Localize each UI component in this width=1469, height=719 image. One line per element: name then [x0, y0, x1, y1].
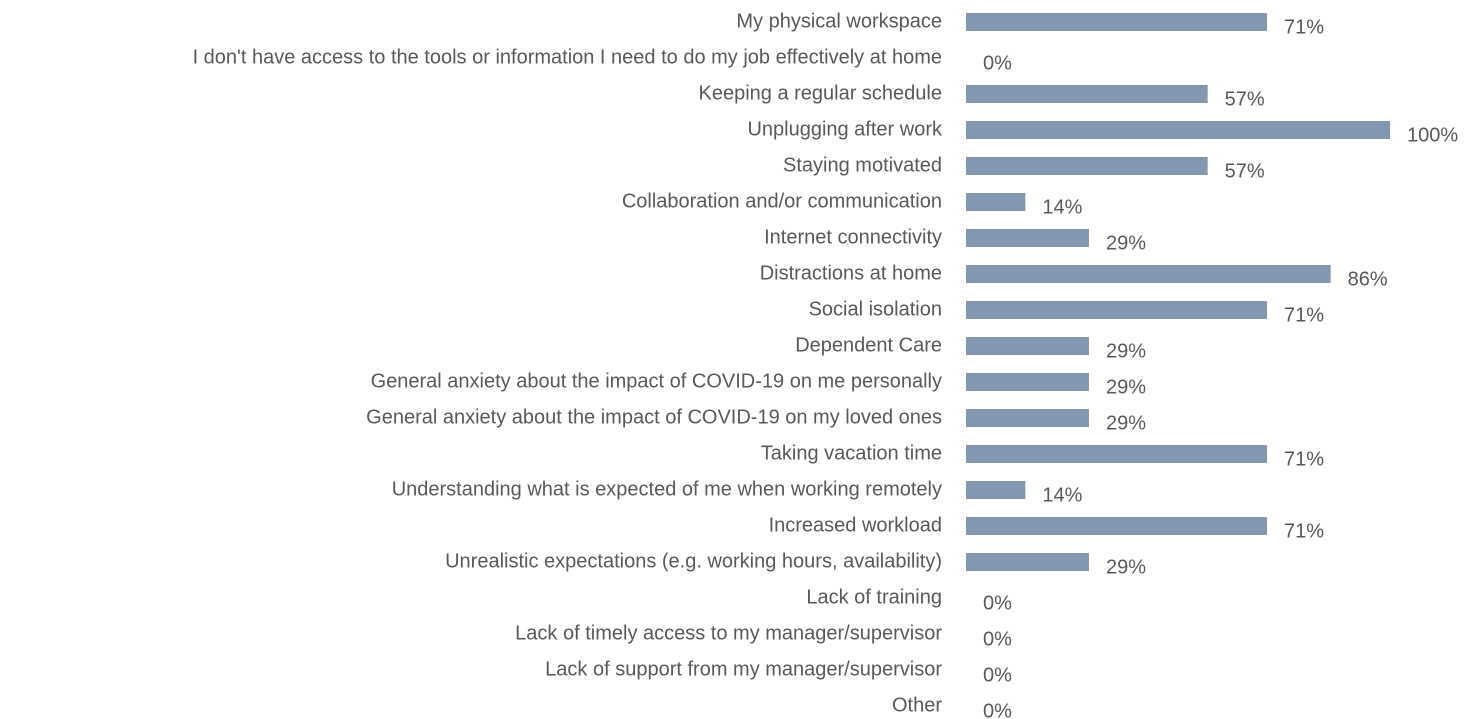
value-label: 57%: [1225, 88, 1265, 110]
bar: [966, 229, 1089, 247]
category-label: Social isolation: [809, 298, 942, 320]
category-label: Dependent Care: [795, 334, 942, 356]
category-label: Unrealistic expectations (e.g. working h…: [445, 550, 942, 572]
category-label: Lack of training: [806, 586, 942, 608]
value-label: 29%: [1106, 412, 1146, 434]
bar: [966, 265, 1331, 283]
value-label: 14%: [1042, 196, 1082, 218]
category-label: Lack of support from my manager/supervis…: [545, 658, 942, 680]
bar: [966, 13, 1268, 31]
bar: [966, 193, 1026, 211]
category-label: Staying motivated: [783, 154, 942, 176]
bar: [966, 445, 1268, 463]
value-label: 100%: [1407, 124, 1458, 146]
category-label: Distractions at home: [760, 262, 942, 284]
category-label: Internet connectivity: [764, 226, 942, 248]
value-label: 29%: [1106, 376, 1146, 398]
bar: [966, 337, 1089, 355]
bar: [966, 481, 1026, 499]
category-label: Understanding what is expected of me whe…: [392, 478, 942, 500]
category-label: Lack of timely access to my manager/supe…: [515, 622, 942, 644]
value-label: 86%: [1348, 268, 1388, 290]
value-label: 71%: [1284, 16, 1324, 38]
category-label: Taking vacation time: [761, 442, 942, 464]
bar: [966, 301, 1268, 319]
value-label: 0%: [983, 592, 1012, 614]
bar: [966, 517, 1268, 535]
category-label: Keeping a regular schedule: [698, 82, 942, 104]
value-label: 29%: [1106, 340, 1146, 362]
value-label: 0%: [983, 628, 1012, 650]
value-label: 14%: [1042, 484, 1082, 506]
value-label: 0%: [983, 52, 1012, 74]
bar: [966, 373, 1089, 391]
category-label: General anxiety about the impact of COVI…: [371, 370, 942, 392]
value-label: 71%: [1284, 304, 1324, 326]
bar: [966, 121, 1390, 139]
value-label: 57%: [1225, 160, 1265, 182]
category-label: I don't have access to the tools or info…: [193, 46, 942, 68]
value-label: 71%: [1284, 520, 1324, 542]
value-label: 0%: [983, 700, 1012, 719]
category-label: Unplugging after work: [747, 118, 943, 140]
category-label: Increased workload: [769, 514, 942, 536]
category-label: My physical workspace: [736, 10, 942, 32]
value-label: 29%: [1106, 232, 1146, 254]
category-label: Other: [892, 694, 942, 716]
bar: [966, 85, 1208, 103]
bar: [966, 409, 1089, 427]
value-label: 0%: [983, 664, 1012, 686]
value-label: 29%: [1106, 556, 1146, 578]
bar: [966, 157, 1208, 175]
category-label: General anxiety about the impact of COVI…: [366, 406, 942, 428]
bar: [966, 553, 1089, 571]
value-label: 71%: [1284, 448, 1324, 470]
category-label: Collaboration and/or communication: [622, 190, 942, 212]
